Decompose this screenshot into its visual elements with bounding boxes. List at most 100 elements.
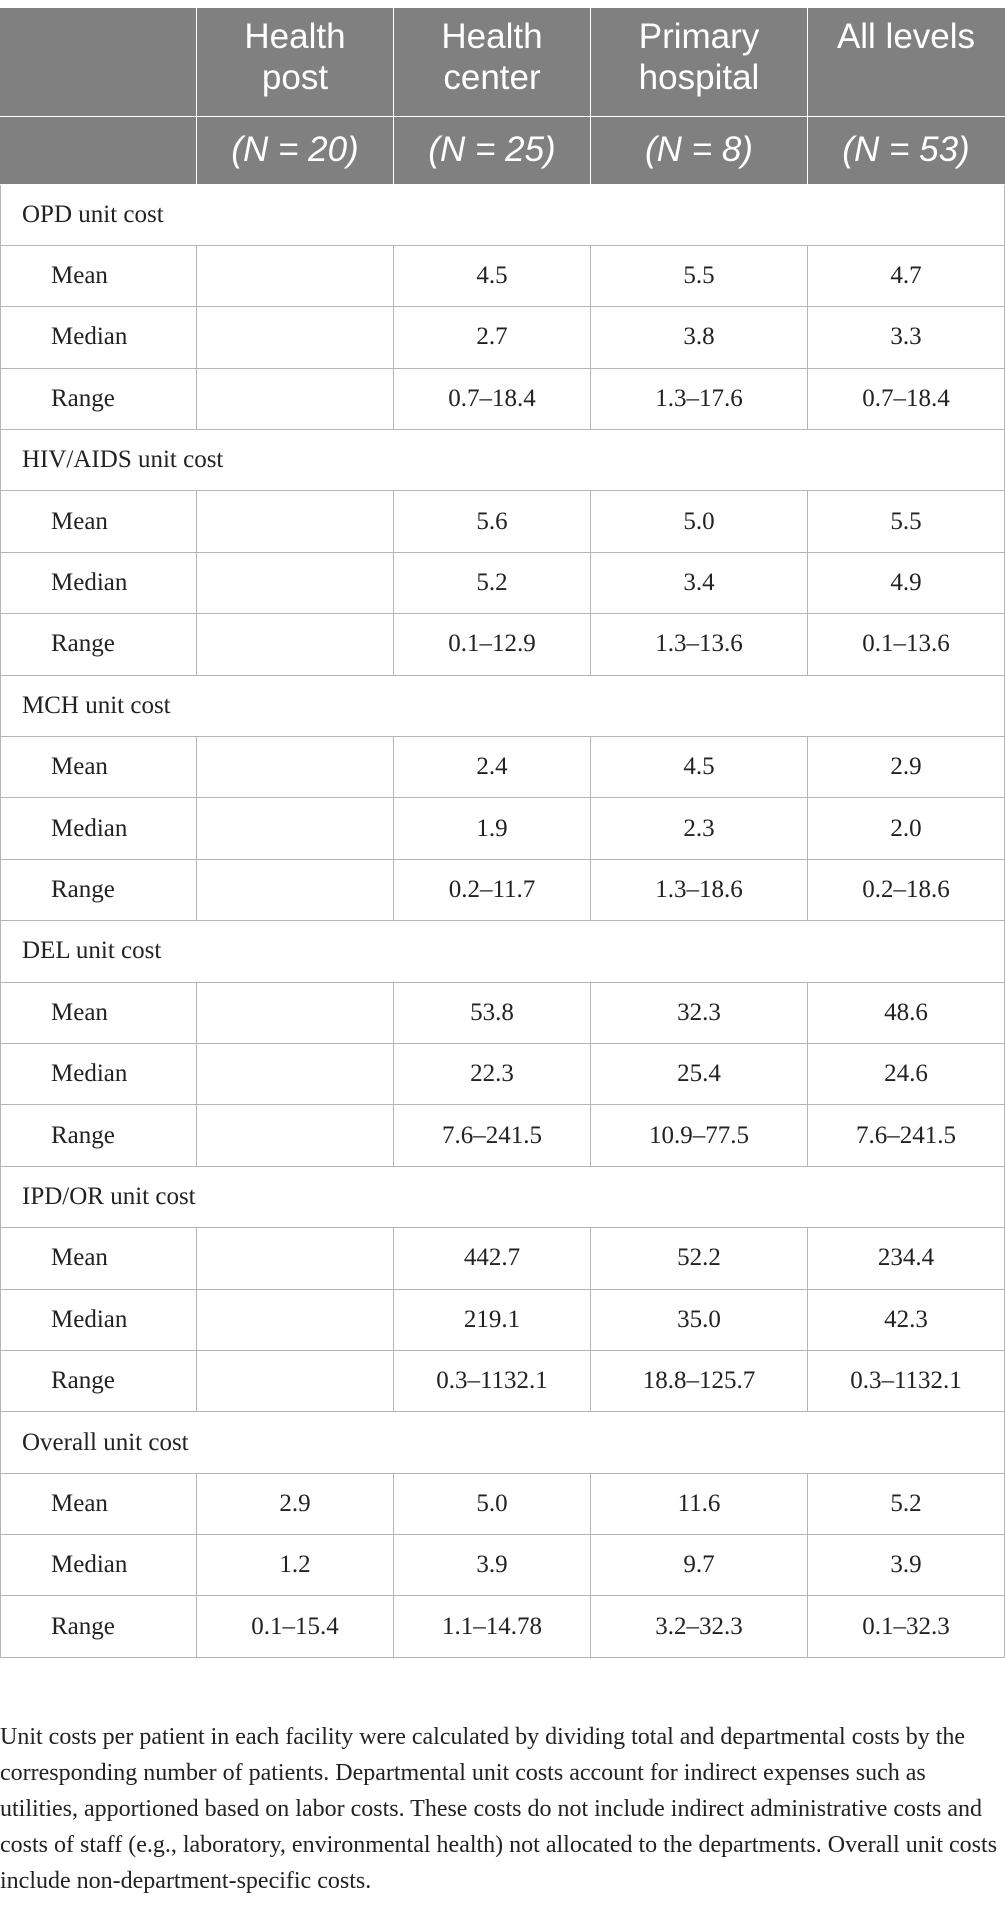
cell-health-center: 2.4	[393, 736, 591, 799]
cell-all-levels: 234.4	[807, 1227, 1005, 1290]
cell-health-post: 0.1–15.4	[196, 1595, 394, 1658]
row-label: Mean	[0, 1472, 197, 1536]
table-row: Range 7.6–241.5 10.9–77.5 7.6–241.5	[0, 1104, 1005, 1167]
cell-all-levels: 0.3–1132.1	[807, 1349, 1005, 1413]
table-row: Mean 2.4 4.5 2.9	[0, 736, 1005, 799]
row-label: Mean	[0, 1227, 197, 1290]
section-header-row: Overall unit cost	[0, 1411, 1005, 1474]
cell-health-center: 219.1	[393, 1288, 591, 1351]
cell-health-post	[196, 1227, 394, 1290]
table-row: Mean 5.6 5.0 5.5	[0, 490, 1005, 553]
section-title: IPD/OR unit cost	[0, 1165, 1005, 1229]
cell-all-levels: 2.9	[807, 736, 1005, 799]
cell-primary-hospital: 35.0	[590, 1288, 808, 1351]
row-label: Range	[0, 613, 197, 676]
cell-health-post	[196, 244, 394, 308]
cell-primary-hospital: 3.2–32.3	[590, 1595, 808, 1658]
cell-all-levels: 3.9	[807, 1534, 1005, 1597]
cell-primary-hospital: 2.3	[590, 797, 808, 860]
unit-cost-table-wrapper: Health post Health center Primary hospital …	[0, 8, 1005, 1658]
section-title: Overall unit cost	[0, 1411, 1005, 1474]
cell-health-center: 3.9	[393, 1534, 591, 1597]
cell-primary-hospital: 4.5	[590, 736, 808, 799]
section-title: OPD unit cost	[0, 183, 1005, 246]
row-label: Range	[0, 367, 197, 431]
cell-health-post	[196, 736, 394, 799]
cell-all-levels: 0.7–18.4	[807, 367, 1005, 431]
table-row: Range 0.1–15.4 1.1–14.78 3.2–32.3 0.1–32.3	[0, 1595, 1005, 1658]
table-body: OPD unit cost Mean 4.5 5.5 4.7 Median 2.7 3.8 3.…	[0, 183, 1005, 1658]
section-header-row: DEL unit cost	[0, 920, 1005, 983]
cell-health-post	[196, 981, 394, 1044]
cell-health-center: 442.7	[393, 1227, 591, 1290]
cell-health-post	[196, 613, 394, 676]
cell-health-post	[196, 490, 394, 553]
table-row: Median 1.9 2.3 2.0	[0, 797, 1005, 860]
table-row: Range 0.3–1132.1 18.8–125.7 0.3–1132.1	[0, 1349, 1005, 1413]
row-label: Median	[0, 797, 197, 860]
cell-all-levels: 0.1–13.6	[807, 613, 1005, 676]
cell-health-post: 2.9	[196, 1472, 394, 1536]
cell-health-center: 0.2–11.7	[393, 858, 591, 922]
cell-all-levels: 0.1–32.3	[807, 1595, 1005, 1658]
header-row-sample-sizes: (N = 20) (N = 25) (N = 8) (N = 53)	[0, 116, 1005, 185]
table-row: Mean 2.9 5.0 11.6 5.2	[0, 1472, 1005, 1536]
table-row: Range 0.2–11.7 1.3–18.6 0.2–18.6	[0, 858, 1005, 922]
row-label: Mean	[0, 244, 197, 308]
cell-health-post	[196, 1104, 394, 1167]
cell-health-center: 0.1–12.9	[393, 613, 591, 676]
table-row: Mean 53.8 32.3 48.6	[0, 981, 1005, 1044]
cell-primary-hospital: 52.2	[590, 1227, 808, 1290]
cell-all-levels: 24.6	[807, 1042, 1005, 1106]
header-n-health-post: (N = 20)	[196, 116, 394, 185]
row-label: Median	[0, 1534, 197, 1597]
cell-primary-hospital: 5.5	[590, 244, 808, 308]
table-row: Median 1.2 3.9 9.7 3.9	[0, 1534, 1005, 1597]
header-primary-hospital: Primary hospital	[590, 8, 808, 117]
cell-primary-hospital: 11.6	[590, 1472, 808, 1536]
row-label: Range	[0, 1595, 197, 1658]
cell-primary-hospital: 3.8	[590, 306, 808, 369]
row-label: Range	[0, 1104, 197, 1167]
header-health-center: Health center	[393, 8, 591, 117]
cell-primary-hospital: 10.9–77.5	[590, 1104, 808, 1167]
cell-primary-hospital: 9.7	[590, 1534, 808, 1597]
cell-all-levels: 7.6–241.5	[807, 1104, 1005, 1167]
cell-health-center: 2.7	[393, 306, 591, 369]
cell-health-post	[196, 858, 394, 922]
cell-health-post	[196, 1349, 394, 1413]
cell-primary-hospital: 1.3–17.6	[590, 367, 808, 431]
cell-health-center: 1.9	[393, 797, 591, 860]
row-label: Range	[0, 858, 197, 922]
cell-all-levels: 5.2	[807, 1472, 1005, 1536]
section-title: MCH unit cost	[0, 674, 1005, 738]
table-row: Mean 442.7 52.2 234.4	[0, 1227, 1005, 1290]
cell-primary-hospital: 1.3–18.6	[590, 858, 808, 922]
table-row: Range 0.1–12.9 1.3–13.6 0.1–13.6	[0, 613, 1005, 676]
cell-primary-hospital: 32.3	[590, 981, 808, 1044]
table-row: Median 2.7 3.8 3.3	[0, 306, 1005, 369]
row-label: Mean	[0, 490, 197, 553]
header-all-levels: All levels	[807, 8, 1005, 117]
cell-health-post	[196, 306, 394, 369]
table-row: Median 219.1 35.0 42.3	[0, 1288, 1005, 1351]
cell-primary-hospital: 25.4	[590, 1042, 808, 1106]
header-row-facility-names: Health post Health center Primary hospital …	[0, 8, 1005, 117]
section-header-row: MCH unit cost	[0, 674, 1005, 738]
cell-all-levels: 3.3	[807, 306, 1005, 369]
table-row: Median 5.2 3.4 4.9	[0, 551, 1005, 615]
header-health-post: Health post	[196, 8, 394, 117]
row-label: Median	[0, 306, 197, 369]
row-label: Mean	[0, 736, 197, 799]
row-label: Median	[0, 551, 197, 615]
cell-health-center: 0.7–18.4	[393, 367, 591, 431]
cell-health-post	[196, 1042, 394, 1106]
cell-health-post	[196, 797, 394, 860]
table-header: Health post Health center Primary hospital …	[0, 8, 1005, 185]
cell-all-levels: 5.5	[807, 490, 1005, 553]
unit-cost-table: Health post Health center Primary hospital …	[0, 8, 1005, 1658]
cell-health-center: 53.8	[393, 981, 591, 1044]
cell-health-center: 4.5	[393, 244, 591, 308]
cell-all-levels: 42.3	[807, 1288, 1005, 1351]
cell-primary-hospital: 1.3–13.6	[590, 613, 808, 676]
